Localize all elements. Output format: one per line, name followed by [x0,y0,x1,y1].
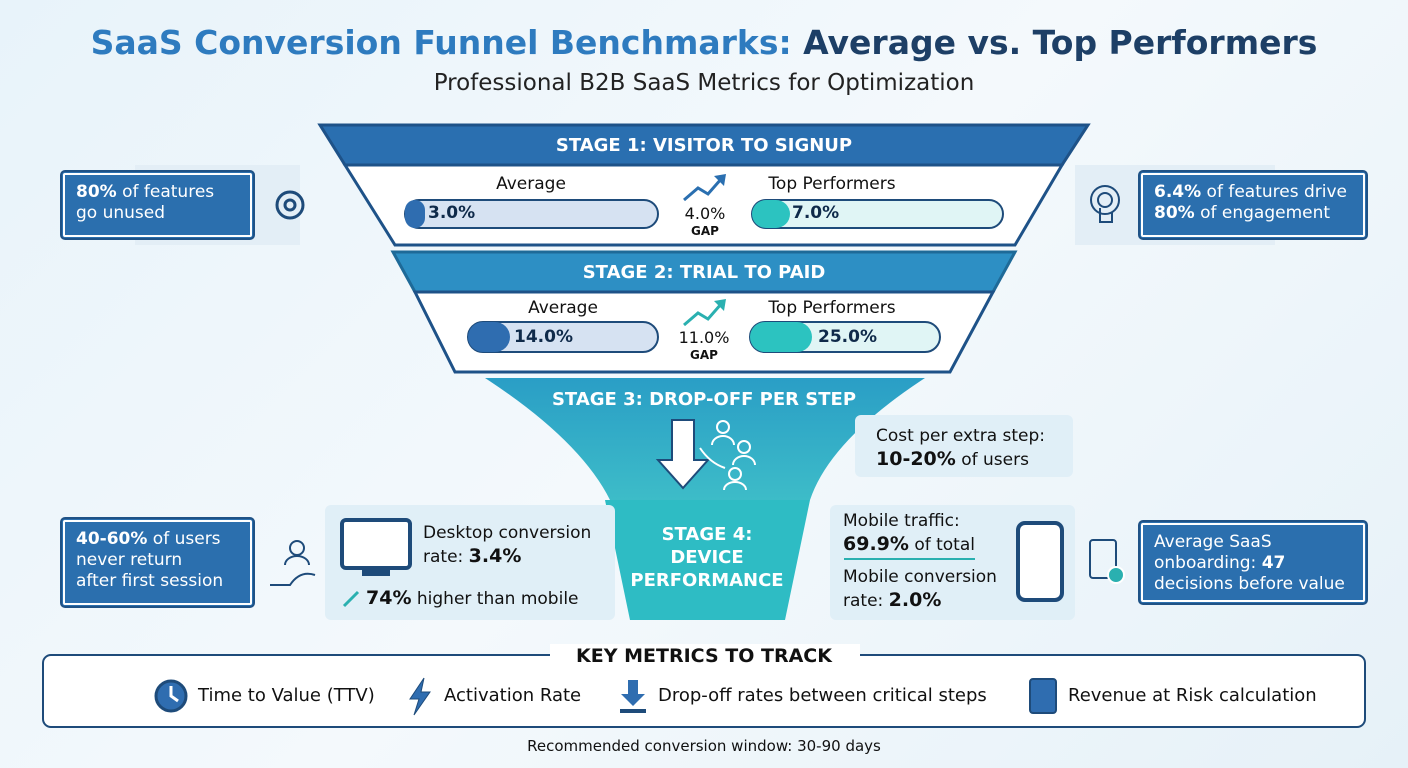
stage-title: DEVICE [670,547,744,568]
up-arrow-icon [342,590,360,608]
stage-body [485,378,925,500]
desktop-value: 74% [366,587,412,609]
gap-value: 4.0% [684,204,726,223]
desktop-value: 3.4% [468,545,522,567]
desktop-text: rate: [423,547,469,567]
stage-title: STAGE 4: [661,524,753,545]
title-part: SaaS Conversion Funnel Benchmarks: [90,23,792,62]
top-value: 25.0% [818,327,877,347]
download-icon [621,680,645,706]
checklist-icon [1089,539,1125,584]
mobile-text: of total [908,535,975,555]
down-arrow-icon [655,419,711,490]
desktop-text: 74% higher than mobile [366,589,579,608]
note-panel [855,415,1073,477]
bar-fill [405,200,425,228]
trend-icon [683,177,724,202]
bar-fill [750,322,812,352]
footer: Recommended conversion window: 30-90 day… [527,737,881,755]
stage-title: STAGE 1: VISITOR TO SIGNUP [555,135,853,156]
user-icon [270,540,316,586]
top-value: 7.0% [792,203,840,223]
note-text: 10-20% of users [876,450,1029,469]
mobile-text: Mobile traffic: [843,511,960,531]
average-label: Average [528,298,598,318]
trend-icon [714,174,726,186]
callout-bold: 80% [76,182,117,202]
callout-text: of engagement [1194,203,1331,223]
mobile-text: 69.9% of total [843,535,975,554]
mobile-value: 2.0% [888,589,942,611]
subtitle: Professional B2B SaaS Metrics for Optimi… [433,70,975,96]
top-label: Top Performers [768,174,896,194]
gap-label: GAP [690,348,718,362]
callout-bold: 47 [1261,553,1286,573]
callout-text: decisions before value [1154,574,1345,594]
top-label: Top Performers [768,298,896,318]
bar-fill [468,322,510,352]
mobile-value: 69.9% [843,533,909,555]
mobile-panel [830,505,1075,620]
desktop-text: rate: 3.4% [423,547,521,566]
mobile-text: rate: [843,591,889,611]
callout: 6.4% of features drive 80% of engagement [1138,170,1368,240]
title-part: Average vs. Top Performers [803,23,1318,62]
gear-icon [275,190,305,220]
metric-item: Drop-off rates between critical steps [658,685,987,706]
callout-text: never return [76,550,183,570]
stage-title: PERFORMANCE [630,570,784,591]
metrics-title-bg [550,644,860,668]
callout: Average SaaS onboarding: 47 decisions befo… [1138,520,1368,605]
callout-bold: 80% [1154,203,1195,223]
callout-text: Average SaaS [1154,532,1272,552]
title: SaaS Conversion Funnel Benchmarks: Avera… [91,26,1318,59]
note-rest: of users [955,450,1029,470]
calculator-icon [1029,678,1057,714]
desktop-text: Desktop conversion [423,523,592,543]
download-icon [620,709,646,713]
trend-icon [714,299,726,311]
stage-title: STAGE 3: DROP-OFF PER STEP [551,389,857,410]
callout-bold: 40-60% [76,529,148,549]
stage-title: STAGE 2: TRIAL TO PAID [582,262,826,283]
mobile-text: rate: 2.0% [843,591,941,610]
callout: 40-60% of users never return after first s… [60,517,255,608]
phone-icon [1016,521,1064,602]
note-text: Cost per extra step: [876,426,1046,446]
mobile-text: Mobile conversion [843,567,997,587]
callout-text: of features [116,182,215,202]
callout-text: go unused [76,203,166,223]
monitor-icon [340,518,412,570]
callout-bold: 6.4% [1154,182,1202,202]
callout-text: after first session [76,571,224,591]
gap-value: 11.0% [678,328,730,347]
callout-text: onboarding: [1154,553,1262,573]
callout: 80% of features go unused [60,170,255,240]
average-label: Average [496,174,566,194]
bar-fill [752,200,790,228]
note-bold: 10-20% [876,448,956,470]
people-icon [699,420,756,491]
metrics-title: KEY METRICS TO TRACK [576,645,832,667]
touch-icon [1090,185,1120,223]
monitor-icon [362,568,390,576]
average-value: 14.0% [514,327,573,347]
callout-text: of users [147,529,221,549]
metric-item: Time to Value (TTV) [198,685,375,706]
bolt-icon [409,677,431,716]
metric-item: Revenue at Risk calculation [1068,685,1317,706]
desktop-text: higher than mobile [411,589,579,609]
gap-label: GAP [691,224,719,238]
average-value: 3.0% [428,203,476,223]
callout-text: of features drive [1201,182,1348,202]
trend-icon [683,302,724,327]
metric-item: Activation Rate [444,685,582,706]
stage-body [605,500,810,620]
clock-icon [154,679,188,713]
